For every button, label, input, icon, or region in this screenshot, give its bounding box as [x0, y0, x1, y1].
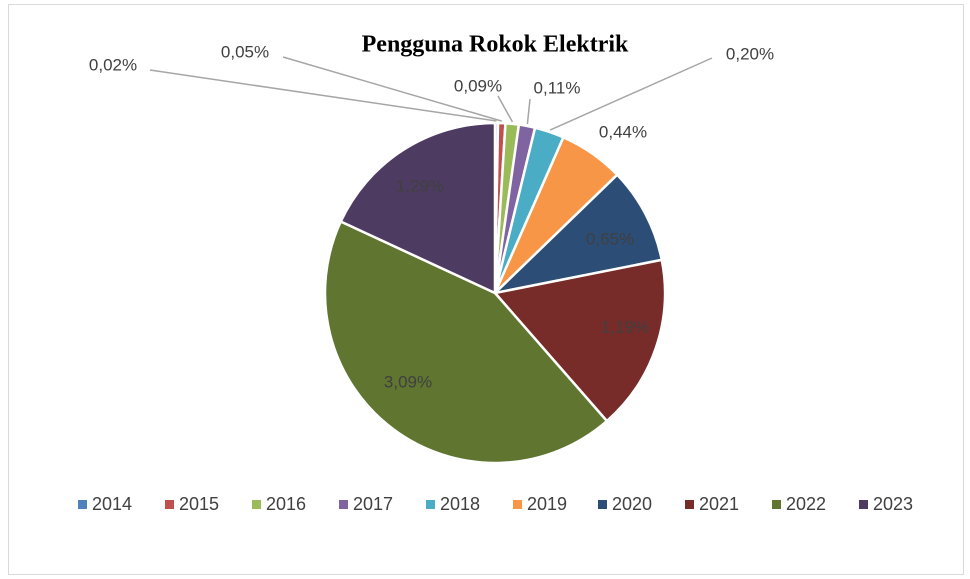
legend-label: 2023	[873, 494, 913, 514]
data-label: 0,02%	[89, 55, 137, 74]
legend-swatch	[685, 500, 694, 509]
data-label: 1,19%	[601, 317, 649, 336]
legend-label: 2015	[179, 494, 219, 514]
data-label: 1,29%	[396, 176, 444, 195]
data-label: 3,09%	[384, 372, 432, 391]
pie-slice	[492, 258, 667, 423]
leader-line	[282, 56, 503, 122]
legend-label: 2014	[92, 494, 132, 514]
legend-swatch	[252, 500, 261, 509]
legend-swatch	[513, 500, 522, 509]
legend-label: 2020	[612, 494, 652, 514]
legend-swatch	[772, 500, 781, 509]
legend-label: 2018	[440, 494, 480, 514]
data-label: 0,44%	[599, 122, 647, 141]
legend-label: 2019	[527, 494, 567, 514]
legend-swatch	[426, 500, 435, 509]
data-label: 0,11%	[534, 78, 581, 97]
leader-line	[526, 98, 531, 125]
pie-slice	[491, 173, 664, 296]
pie-slice	[323, 219, 609, 465]
chart-title: Pengguna Rokok Elektrik	[362, 32, 629, 58]
legend-swatch	[859, 500, 868, 509]
legend-label: 2022	[786, 494, 826, 514]
pie-slice	[339, 121, 497, 295]
data-label: 0,05%	[221, 42, 269, 61]
legend-label: 2017	[353, 494, 393, 514]
legend-label: 2021	[699, 494, 739, 514]
leader-line	[549, 57, 713, 131]
data-label: 0,65%	[586, 229, 634, 248]
legend-swatch	[339, 500, 348, 509]
leader-line	[149, 69, 497, 122]
data-label: 0,09%	[454, 76, 502, 95]
leader-line	[497, 95, 514, 123]
data-label: 0,20%	[726, 44, 774, 63]
legend-swatch	[165, 500, 174, 509]
legend-swatch	[78, 500, 87, 509]
legend-swatch	[598, 500, 607, 509]
legend-label: 2016	[266, 494, 306, 514]
